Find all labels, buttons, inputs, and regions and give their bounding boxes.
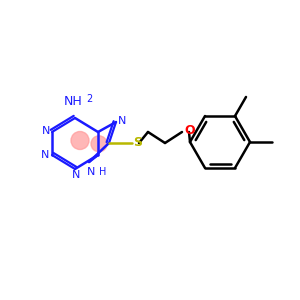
Text: N: N xyxy=(42,126,50,136)
Text: N: N xyxy=(87,167,95,177)
Text: H: H xyxy=(99,167,106,177)
Text: N: N xyxy=(118,116,126,126)
Text: NH: NH xyxy=(64,95,83,108)
Text: S: S xyxy=(133,136,142,148)
Text: 2: 2 xyxy=(86,94,92,104)
Circle shape xyxy=(91,136,107,152)
Text: N: N xyxy=(40,150,49,160)
Text: N: N xyxy=(72,170,80,180)
Circle shape xyxy=(71,131,89,149)
Text: O: O xyxy=(184,124,195,137)
